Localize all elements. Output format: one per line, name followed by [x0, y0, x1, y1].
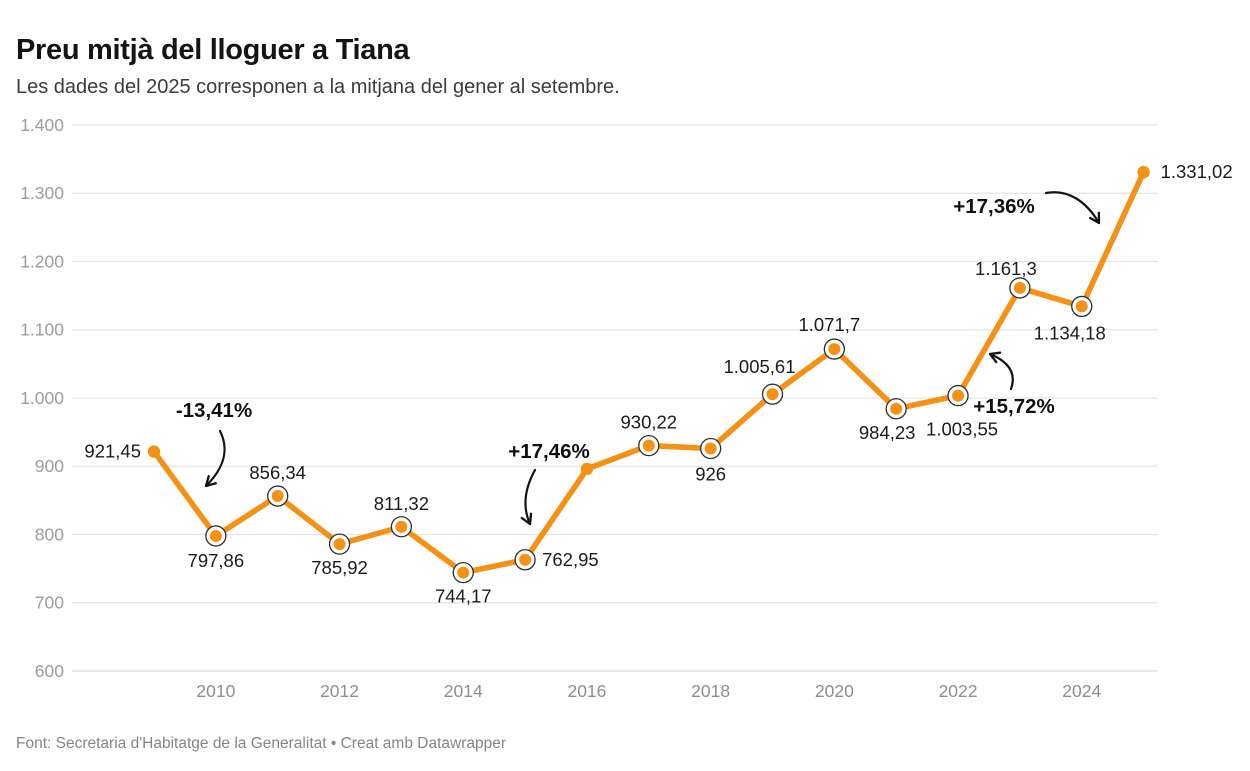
x-axis-tick-label: 2024 [1062, 681, 1101, 701]
x-axis-tick-label: 2016 [567, 681, 606, 701]
y-axis-tick-label: 600 [35, 661, 64, 681]
y-axis-tick-label: 800 [35, 524, 64, 544]
x-axis-tick-label: 2018 [691, 681, 730, 701]
data-point[interactable] [1137, 165, 1150, 179]
data-point-label: 930,22 [621, 412, 678, 433]
series-layer [147, 165, 1150, 584]
source-note: Font: Secretaria d'Habitatge de la Gener… [16, 735, 506, 752]
data-point[interactable] [457, 566, 470, 579]
chart-subtitle: Les dades del 2025 corresponen a la mitj… [16, 76, 620, 98]
data-point-label: 797,86 [188, 550, 245, 571]
annotation-arrow [204, 429, 226, 488]
data-point[interactable] [704, 442, 717, 455]
x-axis-tick-label: 2014 [444, 681, 483, 701]
data-point-label: 744,17 [435, 586, 492, 607]
data-point[interactable] [209, 529, 222, 542]
data-point-label: 1.134,18 [1034, 322, 1106, 343]
data-point-label: 1.331,02 [1161, 161, 1233, 182]
data-point-label: 984,23 [859, 422, 916, 443]
data-point-label: 1.161,3 [975, 258, 1037, 279]
data-point-label: 762,95 [542, 549, 599, 570]
chart-title: Preu mitjà del lloguer a Tiana [16, 34, 410, 67]
annotation-label: +17,36% [953, 195, 1035, 218]
data-point-label: 1.071,7 [798, 314, 860, 335]
data-point-label: 1.003,55 [926, 419, 998, 440]
data-point-label: 811,32 [374, 493, 429, 514]
data-point-label: 856,34 [249, 462, 306, 483]
data-point-label: 921,45 [84, 441, 141, 462]
annotation-arrow [520, 468, 537, 526]
y-axis-tick-label: 1.100 [20, 320, 64, 340]
y-axis-tick-label: 1.200 [20, 251, 64, 271]
x-axis-tick-label: 2012 [320, 681, 359, 701]
x-axis-tick-label: 2020 [815, 681, 854, 701]
y-axis-tick-label: 900 [35, 456, 64, 476]
data-point-label: 785,92 [311, 557, 368, 578]
data-point[interactable] [271, 490, 284, 503]
data-point[interactable] [1013, 281, 1026, 294]
data-point[interactable] [642, 439, 655, 452]
axis-layer: 600 700 800 900 1.000 1.100 1.200 1.300 1.400 201… [20, 115, 1101, 701]
annotation-label: +15,72% [973, 395, 1055, 418]
annotation-layer: -13,41% +17,46% +15,72% +17,36% [176, 191, 1101, 526]
y-axis-tick-label: 1.300 [20, 183, 64, 203]
data-point-label: 1.005,61 [723, 356, 795, 377]
annotation-label: -13,41% [176, 399, 252, 422]
annotation-arrow [988, 351, 1014, 391]
annotation-label: +17,46% [508, 440, 590, 463]
price-line [151, 169, 1147, 576]
data-point[interactable] [766, 388, 779, 401]
y-axis-tick-label: 1.000 [20, 388, 64, 408]
data-point[interactable] [580, 462, 594, 476]
data-point[interactable] [519, 553, 532, 566]
data-point[interactable] [395, 520, 408, 533]
label-layer: 921,45 797,86 856,34 785,92 811,32 744,17 762,… [84, 161, 1232, 607]
data-point[interactable] [952, 389, 965, 402]
grid-layer [72, 124, 1158, 672]
data-point[interactable] [333, 538, 346, 551]
annotation-arrow [1044, 191, 1101, 225]
x-axis-tick-label: 2010 [196, 681, 235, 701]
y-axis-tick-label: 1.400 [20, 115, 64, 135]
data-point[interactable] [1075, 300, 1088, 313]
data-point[interactable] [828, 343, 841, 356]
data-point[interactable] [890, 402, 903, 415]
y-axis-tick-label: 700 [35, 593, 64, 613]
x-axis-tick-label: 2022 [939, 681, 978, 701]
data-point-label: 926 [695, 464, 726, 485]
data-point[interactable] [147, 445, 161, 458]
